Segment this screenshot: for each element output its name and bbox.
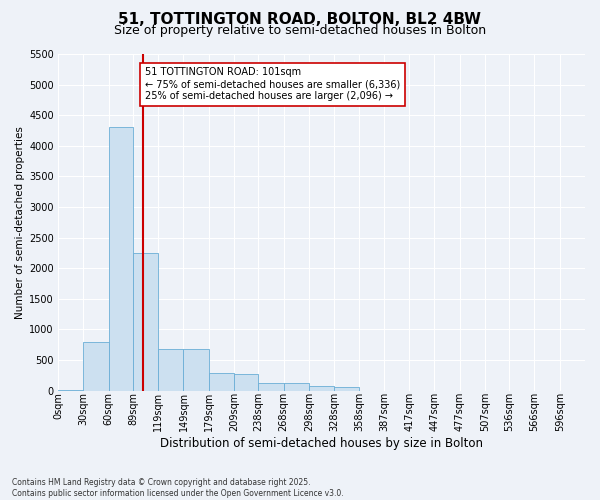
Text: 51 TOTTINGTON ROAD: 101sqm
← 75% of semi-detached houses are smaller (6,336)
25%: 51 TOTTINGTON ROAD: 101sqm ← 75% of semi… xyxy=(145,68,400,100)
Text: 51, TOTTINGTON ROAD, BOLTON, BL2 4BW: 51, TOTTINGTON ROAD, BOLTON, BL2 4BW xyxy=(119,12,482,28)
Bar xyxy=(83,342,109,390)
Text: Size of property relative to semi-detached houses in Bolton: Size of property relative to semi-detach… xyxy=(114,24,486,37)
Bar xyxy=(158,349,184,391)
Bar xyxy=(334,386,359,390)
Y-axis label: Number of semi-detached properties: Number of semi-detached properties xyxy=(15,126,25,319)
Bar xyxy=(209,373,234,390)
X-axis label: Distribution of semi-detached houses by size in Bolton: Distribution of semi-detached houses by … xyxy=(160,437,483,450)
Text: Contains HM Land Registry data © Crown copyright and database right 2025.
Contai: Contains HM Land Registry data © Crown c… xyxy=(12,478,344,498)
Bar xyxy=(259,382,284,390)
Bar xyxy=(109,128,133,390)
Bar xyxy=(284,384,309,390)
Bar xyxy=(184,349,209,391)
Bar xyxy=(309,386,334,390)
Bar xyxy=(234,374,259,390)
Bar xyxy=(133,253,158,390)
